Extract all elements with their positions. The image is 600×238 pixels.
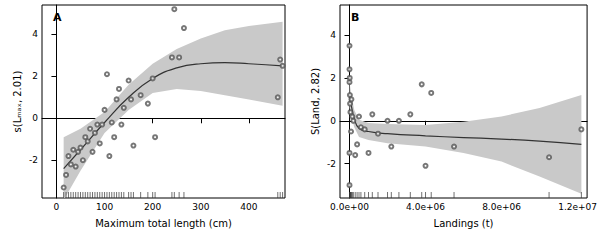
svg-text:-2: -2 <box>327 159 336 169</box>
svg-text:-2: -2 <box>29 155 38 165</box>
svg-text:0: 0 <box>54 202 60 212</box>
svg-text:B: B <box>351 11 359 24</box>
svg-text:0: 0 <box>330 116 336 126</box>
svg-text:200: 200 <box>144 202 161 212</box>
svg-text:s(Lₘₐₓ, 2.01): s(Lₘₐₓ, 2.01) <box>12 71 23 133</box>
svg-text:4: 4 <box>330 30 336 40</box>
svg-text:300: 300 <box>192 202 209 212</box>
svg-text:0.0e+00: 0.0e+00 <box>330 202 369 212</box>
svg-text:4.0e+06: 4.0e+06 <box>406 202 445 212</box>
svg-text:1.2e+07: 1.2e+07 <box>558 202 597 212</box>
svg-text:Landings (t): Landings (t) <box>434 218 494 229</box>
svg-text:A: A <box>53 11 62 24</box>
svg-text:Maximum total length (cm): Maximum total length (cm) <box>95 218 232 229</box>
svg-text:8.0e+06: 8.0e+06 <box>482 202 521 212</box>
svg-text:2: 2 <box>330 73 336 83</box>
svg-text:4: 4 <box>32 29 38 39</box>
svg-text:0: 0 <box>32 113 38 123</box>
svg-text:S(Land, 2.82): S(Land, 2.82) <box>310 68 321 135</box>
svg-text:2: 2 <box>32 71 38 81</box>
svg-text:100: 100 <box>96 202 113 212</box>
svg-text:400: 400 <box>240 202 257 212</box>
